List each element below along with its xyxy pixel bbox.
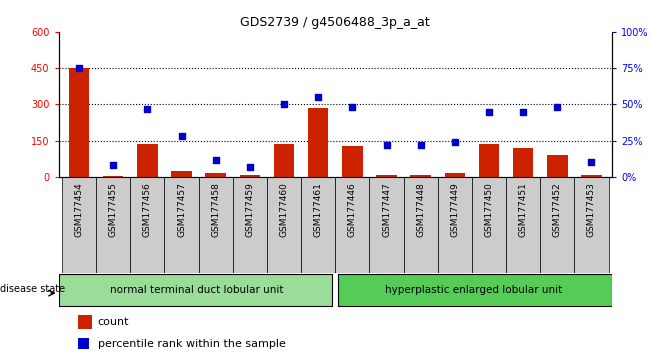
Bar: [137, 144, 158, 177]
Bar: [165, 177, 199, 273]
Bar: [308, 108, 329, 177]
Point: [210, 157, 221, 162]
Text: GSM177459: GSM177459: [245, 182, 255, 237]
Bar: [69, 68, 89, 177]
Bar: [171, 171, 192, 177]
Title: GDS2739 / g4506488_3p_a_at: GDS2739 / g4506488_3p_a_at: [240, 16, 430, 29]
Text: GSM177449: GSM177449: [450, 182, 460, 236]
Bar: [342, 145, 363, 177]
Bar: [513, 148, 533, 177]
Bar: [59, 274, 333, 306]
Point: [142, 106, 152, 112]
Text: GSM177458: GSM177458: [211, 182, 220, 237]
Bar: [404, 177, 437, 273]
Text: disease state: disease state: [0, 284, 65, 293]
Text: count: count: [98, 317, 129, 327]
Text: GSM177447: GSM177447: [382, 182, 391, 236]
Bar: [506, 177, 540, 273]
Bar: [78, 338, 89, 349]
Bar: [437, 177, 472, 273]
Point: [415, 142, 426, 148]
Point: [313, 94, 324, 100]
Point: [347, 104, 357, 110]
Bar: [376, 175, 396, 177]
Bar: [369, 177, 404, 273]
Point: [279, 102, 289, 107]
Bar: [581, 175, 602, 177]
Text: hyperplastic enlarged lobular unit: hyperplastic enlarged lobular unit: [385, 285, 562, 295]
Bar: [574, 177, 609, 273]
Bar: [103, 176, 124, 177]
Text: percentile rank within the sample: percentile rank within the sample: [98, 339, 286, 349]
Bar: [472, 177, 506, 273]
Bar: [62, 177, 96, 273]
Bar: [240, 175, 260, 177]
Text: GSM177451: GSM177451: [519, 182, 527, 237]
Point: [176, 133, 187, 139]
Bar: [338, 274, 612, 306]
Point: [587, 160, 597, 165]
Bar: [199, 177, 233, 273]
Point: [381, 142, 392, 148]
Point: [450, 139, 460, 145]
Text: GSM177461: GSM177461: [314, 182, 323, 237]
Bar: [540, 177, 574, 273]
Bar: [478, 144, 499, 177]
Bar: [301, 177, 335, 273]
Bar: [233, 177, 267, 273]
Point: [552, 104, 562, 110]
Bar: [445, 173, 465, 177]
Point: [245, 164, 255, 170]
Text: GSM177448: GSM177448: [416, 182, 425, 236]
Bar: [96, 177, 130, 273]
Text: normal terminal duct lobular unit: normal terminal duct lobular unit: [110, 285, 284, 295]
Bar: [130, 177, 165, 273]
Bar: [206, 173, 226, 177]
Bar: [547, 155, 568, 177]
Point: [108, 162, 118, 168]
Text: GSM177446: GSM177446: [348, 182, 357, 236]
Text: GSM177460: GSM177460: [279, 182, 288, 237]
Point: [484, 109, 494, 115]
Bar: [274, 144, 294, 177]
Text: GSM177455: GSM177455: [109, 182, 118, 237]
Text: GSM177454: GSM177454: [75, 182, 83, 236]
Text: GSM177457: GSM177457: [177, 182, 186, 237]
Text: GSM177456: GSM177456: [143, 182, 152, 237]
Text: GSM177452: GSM177452: [553, 182, 562, 236]
Point: [74, 65, 84, 71]
Bar: [267, 177, 301, 273]
Bar: [335, 177, 369, 273]
Text: GSM177453: GSM177453: [587, 182, 596, 237]
Bar: [410, 175, 431, 177]
Bar: [78, 315, 92, 329]
Text: GSM177450: GSM177450: [484, 182, 493, 237]
Point: [518, 109, 529, 115]
